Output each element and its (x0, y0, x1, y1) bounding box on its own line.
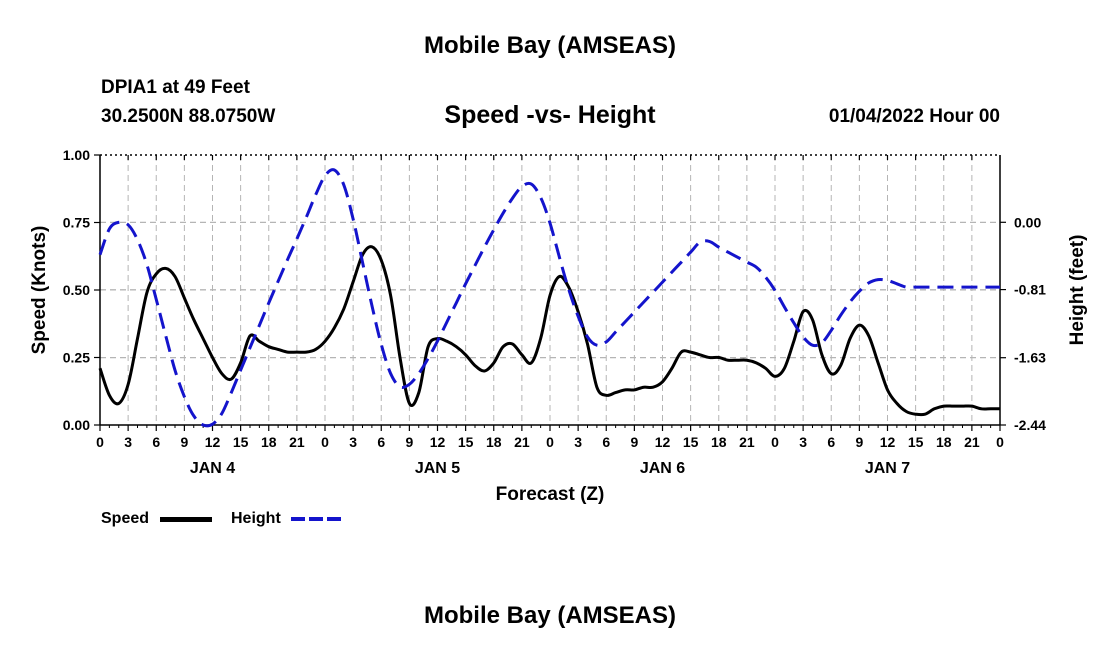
x-tick-label: 0 (321, 434, 329, 450)
y-tick-label-left: 0.25 (63, 350, 90, 366)
day-label: JAN 6 (640, 460, 685, 477)
x-tick-label: 0 (996, 434, 1004, 450)
y-tick-label-right: -2.44 (1014, 417, 1046, 433)
y-tick-label-right: -0.81 (1014, 282, 1046, 298)
x-tick-label: 15 (683, 434, 699, 450)
x-tick-label: 3 (349, 434, 357, 450)
x-tick-label: 0 (771, 434, 779, 450)
y-tick-label-left: 1.00 (63, 147, 90, 163)
y-tick-label-left: 0.75 (63, 215, 90, 231)
legend-height-label: Height (231, 510, 281, 527)
x-tick-label: 18 (711, 434, 727, 450)
forecast-datetime: 01/04/2022 Hour 00 (828, 106, 1000, 127)
x-tick-label: 18 (936, 434, 952, 450)
x-tick-label: 9 (405, 434, 413, 450)
day-label: JAN 5 (415, 460, 460, 477)
x-tick-label: 12 (205, 434, 221, 450)
x-tick-label: 12 (430, 434, 446, 450)
page-title: Mobile Bay (AMSEAS) (423, 32, 677, 59)
x-tick-label: 3 (799, 434, 807, 450)
y-tick-label-right: 0.00 (1014, 214, 1041, 230)
y-tick-label-left: 0.00 (63, 417, 90, 433)
x-tick-label: 21 (289, 434, 305, 450)
x-tick-label: 9 (855, 434, 863, 450)
x-tick-label: 15 (458, 434, 474, 450)
y-axis-title-right: Height (feet) (1067, 235, 1088, 346)
legend-speed-label: Speed (101, 510, 150, 527)
x-tick-label: 3 (124, 434, 132, 450)
x-tick-label: 12 (655, 434, 671, 450)
x-tick-label: 15 (233, 434, 249, 450)
series-line-speed (98, 245, 1000, 417)
station-label: DPIA1 at 49 Feet (101, 77, 250, 98)
legend-height-swatch (291, 517, 342, 521)
x-tick-label: 6 (377, 434, 385, 450)
x-tick-label: 6 (602, 434, 610, 450)
footer-title: Mobile Bay (AMSEAS) (423, 602, 677, 629)
y-tick-label-left: 0.50 (63, 282, 90, 298)
x-tick-label: 9 (180, 434, 188, 450)
day-label: JAN 7 (865, 460, 910, 477)
x-tick-label: 6 (152, 434, 160, 450)
x-tick-label: 18 (261, 434, 277, 450)
chart-title: Speed -vs- Height (444, 101, 656, 129)
x-tick-label: 0 (546, 434, 554, 450)
x-tick-label: 9 (630, 434, 638, 450)
x-axis-title: Forecast (Z) (496, 484, 605, 505)
x-tick-label: 12 (880, 434, 896, 450)
legend-speed-swatch (160, 517, 212, 522)
x-tick-label: 0 (96, 434, 104, 450)
coordinates-label: 30.2500N 88.0750W (101, 106, 276, 127)
x-tick-label: 21 (739, 434, 755, 450)
y-tick-label-right: -1.63 (1014, 350, 1046, 366)
x-tick-label: 3 (574, 434, 582, 450)
y-axis-title-left: Speed (Knots) (29, 226, 50, 355)
x-tick-label: 21 (514, 434, 530, 450)
x-tick-label: 21 (964, 434, 980, 450)
x-tick-label: 18 (486, 434, 502, 450)
x-tick-label: 15 (908, 434, 924, 450)
x-tick-label: 6 (827, 434, 835, 450)
series-line-height (98, 168, 1000, 428)
day-label: JAN 4 (190, 460, 235, 477)
